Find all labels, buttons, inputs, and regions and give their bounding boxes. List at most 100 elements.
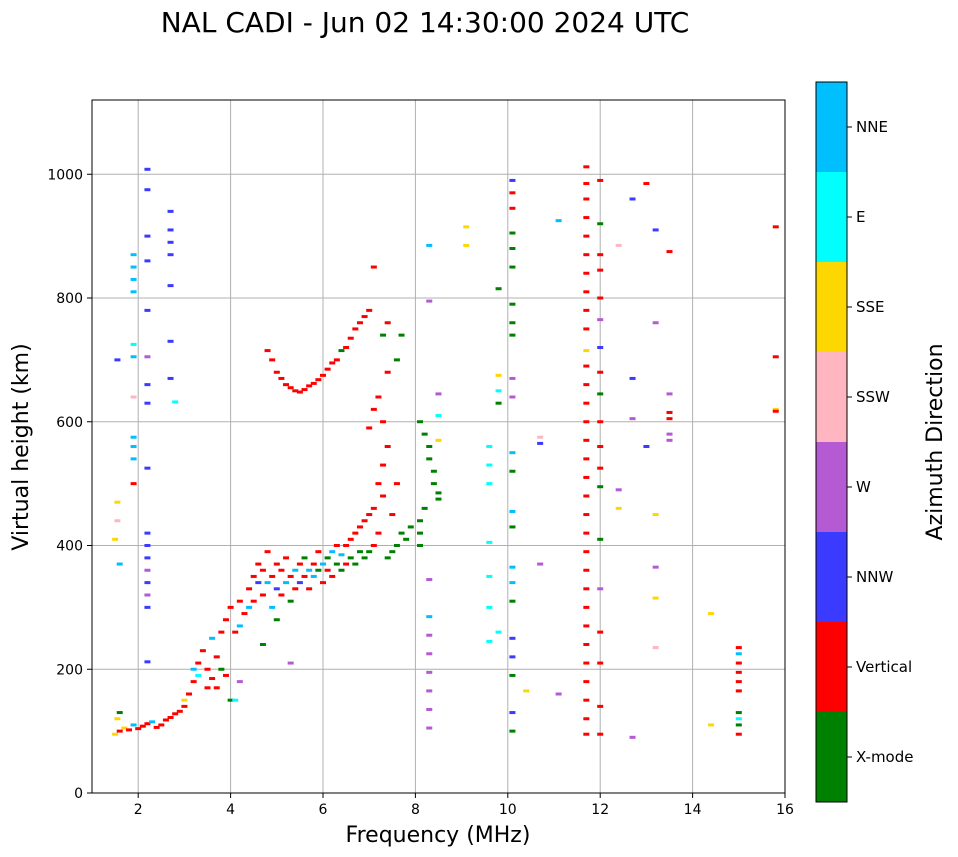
- echo-point: [652, 596, 659, 600]
- echo-point: [269, 605, 276, 609]
- echo-point: [583, 661, 590, 665]
- echo-point: [583, 698, 590, 702]
- echo-point: [426, 445, 433, 448]
- echo-point: [583, 234, 590, 238]
- echo-point: [583, 475, 590, 479]
- echo-point: [250, 599, 257, 603]
- echo-point: [361, 519, 368, 523]
- echo-point: [597, 370, 604, 374]
- y-tick-label: 400: [56, 539, 83, 555]
- echo-point: [255, 581, 262, 585]
- echo-point: [130, 342, 137, 346]
- echo-point: [144, 188, 151, 192]
- echo-point: [116, 711, 123, 715]
- echo-point: [772, 409, 779, 413]
- echo-point: [495, 630, 502, 634]
- echo-point: [735, 661, 742, 665]
- echo-point: [435, 392, 442, 396]
- echo-point: [273, 587, 280, 591]
- echo-point: [421, 506, 428, 510]
- y-tick-label: 200: [56, 662, 83, 678]
- echo-point: [255, 562, 262, 566]
- echo-point: [509, 509, 516, 513]
- echo-point: [509, 206, 516, 210]
- echo-point: [296, 562, 303, 566]
- echo-point: [352, 327, 359, 331]
- echo-point: [735, 680, 742, 684]
- echo-point: [125, 728, 132, 732]
- echo-point: [287, 574, 294, 578]
- colorbar-segment: [816, 622, 847, 712]
- echo-point: [172, 712, 179, 716]
- echo-point: [389, 513, 396, 517]
- echo-point: [324, 556, 331, 560]
- echo-point: [486, 445, 493, 448]
- echo-point: [130, 457, 137, 461]
- echo-point: [597, 253, 604, 257]
- echo-point: [310, 381, 317, 385]
- echo-point: [772, 407, 779, 411]
- echo-point: [278, 568, 285, 572]
- echo-point: [421, 432, 428, 436]
- echo-point: [426, 457, 433, 461]
- echo-point: [666, 250, 673, 254]
- echo-point: [384, 321, 391, 325]
- x-tick-label: 4: [226, 802, 235, 818]
- echo-point: [583, 420, 590, 424]
- echo-point: [144, 593, 151, 597]
- echo-point: [296, 581, 303, 585]
- x-tick-label: 16: [776, 802, 794, 818]
- echo-point: [130, 265, 137, 269]
- echo-point: [398, 333, 405, 337]
- echo-point: [629, 735, 636, 739]
- echo-point: [509, 711, 516, 715]
- echo-point: [509, 302, 516, 306]
- echo-point: [352, 562, 359, 566]
- echo-point: [380, 420, 387, 424]
- echo-point: [583, 364, 590, 368]
- echo-point: [301, 574, 308, 578]
- echo-point: [583, 550, 590, 554]
- echo-point: [320, 373, 326, 377]
- echo-point: [172, 400, 179, 404]
- echo-point: [292, 568, 299, 572]
- colorbar-segment: [816, 82, 847, 172]
- echo-point: [615, 506, 622, 510]
- y-tick-label: 800: [56, 291, 83, 307]
- echo-point: [114, 717, 121, 721]
- echo-point: [347, 336, 354, 340]
- echo-point: [509, 321, 516, 325]
- echo-point: [597, 420, 604, 424]
- echo-point: [735, 711, 742, 715]
- echo-point: [583, 494, 590, 498]
- echo-point: [144, 544, 151, 547]
- echo-point: [333, 358, 340, 362]
- echo-point: [597, 445, 604, 448]
- echo-point: [130, 277, 137, 281]
- echo-point: [583, 253, 590, 257]
- echo-point: [509, 178, 516, 182]
- echo-point: [130, 435, 137, 439]
- echo-point: [463, 243, 470, 247]
- echo-point: [384, 370, 391, 374]
- echo-point: [583, 182, 590, 186]
- echo-point: [435, 438, 442, 442]
- echo-point: [509, 636, 516, 640]
- echo-point: [652, 513, 659, 517]
- echo-point: [509, 599, 516, 603]
- echo-point: [583, 605, 590, 609]
- echo-point: [597, 178, 604, 182]
- echo-point: [583, 717, 590, 721]
- y-tick-label: 0: [74, 786, 83, 802]
- echo-point: [204, 686, 211, 690]
- colorbar-tick-label: NNW: [856, 568, 893, 586]
- echo-point: [287, 661, 294, 665]
- echo-point: [347, 556, 354, 560]
- echo-point: [130, 395, 137, 399]
- echo-point: [241, 612, 248, 616]
- echo-point: [144, 401, 151, 405]
- echo-point: [370, 506, 377, 510]
- echo-point: [426, 670, 433, 674]
- echo-point: [116, 562, 123, 566]
- echo-point: [310, 574, 317, 578]
